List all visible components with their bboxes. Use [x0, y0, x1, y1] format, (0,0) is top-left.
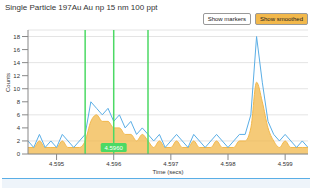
svg-text:4: 4 — [17, 125, 21, 131]
svg-text:4.5960: 4.5960 — [105, 145, 124, 151]
svg-text:12: 12 — [13, 73, 20, 79]
svg-text:16: 16 — [13, 47, 20, 53]
svg-text:18: 18 — [13, 34, 20, 40]
html-text:Single Particle 197Au Au np 15: Single Particle 197Au Au np 15 nm 100 pp… — [5, 3, 158, 12]
svg-text:Counts: Counts — [8, 73, 11, 92]
svg-text:4.599: 4.599 — [278, 161, 294, 167]
svg-text:2: 2 — [17, 138, 21, 144]
svg-text:0: 0 — [17, 151, 21, 157]
svg-text:10: 10 — [13, 86, 20, 92]
svg-text:Time (secs): Time (secs) — [152, 169, 183, 175]
svg-text:8: 8 — [17, 99, 21, 105]
html-text:Show markers: Show markers — [207, 16, 246, 22]
svg-text:14: 14 — [13, 60, 20, 66]
svg-text:4.597: 4.597 — [163, 161, 179, 167]
svg-text:4.598: 4.598 — [220, 161, 236, 167]
html-text:Show smoothed: Show smoothed — [260, 16, 303, 22]
svg-text:6: 6 — [17, 112, 21, 118]
svg-text:4.596: 4.596 — [106, 161, 122, 167]
svg-text:4.595: 4.595 — [49, 161, 65, 167]
